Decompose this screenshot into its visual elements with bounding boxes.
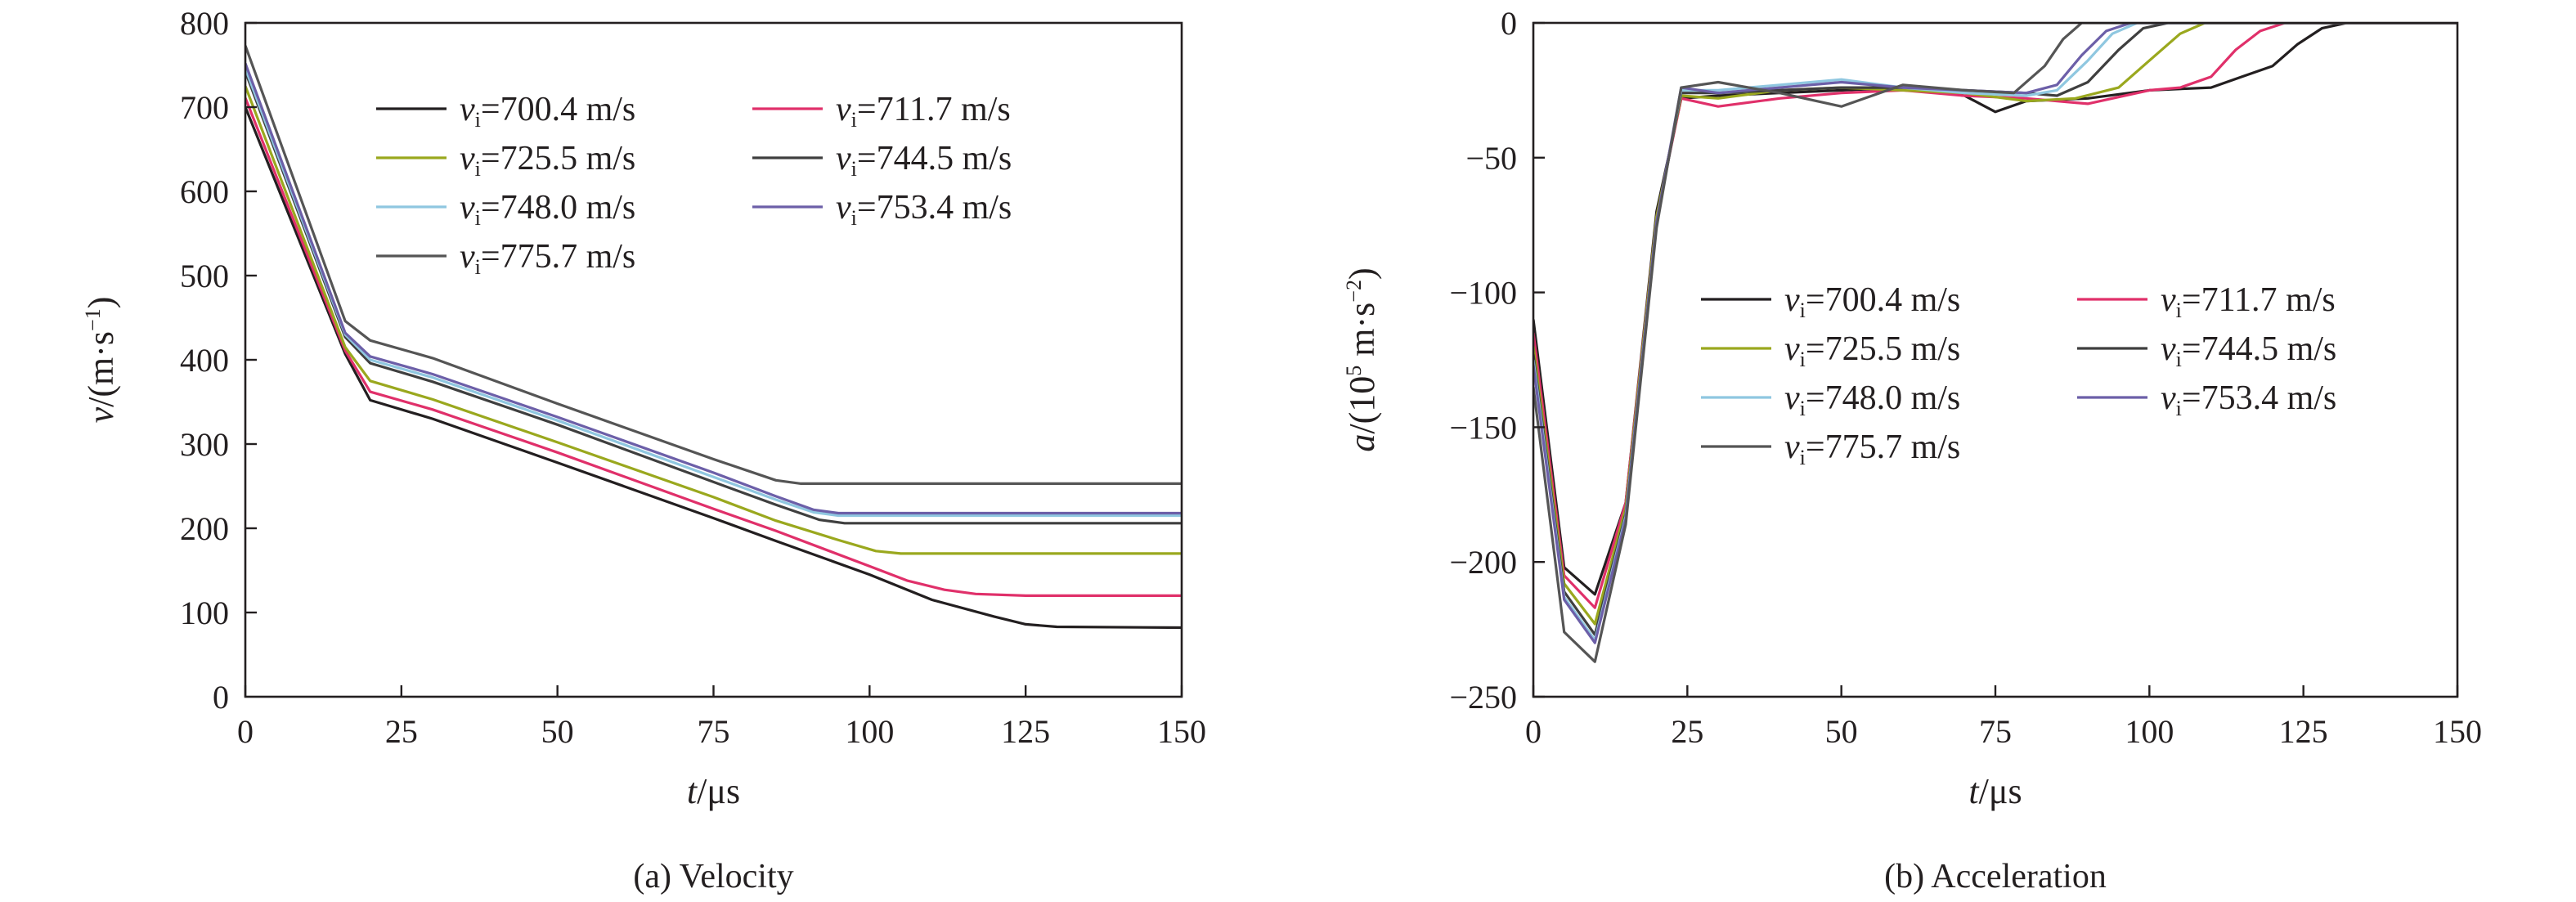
velocity-series-group bbox=[245, 45, 1182, 630]
acceleration-legend-entry-3: vi=744.5 m/s bbox=[2161, 330, 2336, 371]
acceleration-x-tick-label: 150 bbox=[2433, 713, 2482, 750]
velocity-series-line-1 bbox=[245, 97, 1182, 597]
acceleration-legend-entry-6: vi=775.7 m/s bbox=[1784, 429, 1960, 469]
velocity-y-tick-label: 700 bbox=[180, 89, 229, 126]
velocity-x-tick-label: 125 bbox=[1001, 713, 1050, 750]
velocity-legend-entry-5: vi=753.4 m/s bbox=[836, 189, 1012, 230]
velocity-legend-entry-1: vi=711.7 m/s bbox=[836, 91, 1011, 132]
velocity-x-tick-label: 25 bbox=[385, 713, 418, 750]
acceleration-chart: 0 25 50 75 100 125 150 0 −50 −100 −150 −200 −250 t/μs… bbox=[1259, 0, 2576, 902]
acceleration-series-line-6 bbox=[1533, 23, 2457, 663]
acceleration-y-tick-label: 0 bbox=[1501, 5, 1517, 42]
acceleration-legend-entry-2: vi=725.5 m/s bbox=[1784, 330, 1960, 371]
velocity-y-tick-label: 600 bbox=[180, 173, 229, 210]
acceleration-series-line-2 bbox=[1533, 23, 2457, 626]
velocity-legend-entry-0: vi=700.4 m/s bbox=[460, 91, 635, 132]
velocity-series-line-0 bbox=[245, 106, 1182, 630]
acceleration-legend-entry-1: vi=711.7 m/s bbox=[2161, 281, 2336, 322]
velocity-x-tick-label: 100 bbox=[845, 713, 894, 750]
acceleration-y-axis-label: a/(105 m·s−2) bbox=[1342, 267, 1382, 451]
acceleration-chart-svg: 0 25 50 75 100 125 150 0 −50 −100 −150 −200 −250 t/μs… bbox=[1342, 5, 2482, 895]
acceleration-legend-entry-0: vi=700.4 m/s bbox=[1784, 281, 1960, 322]
acceleration-y-tick-label: −100 bbox=[1449, 275, 1517, 312]
velocity-y-tick-label: 400 bbox=[180, 342, 229, 379]
velocity-y-tick-label: 500 bbox=[180, 258, 229, 294]
velocity-x-tick-label: 75 bbox=[698, 713, 730, 750]
velocity-legend-entry-3: vi=744.5 m/s bbox=[836, 140, 1012, 181]
velocity-series-line-6 bbox=[245, 45, 1182, 485]
velocity-y-tick-label: 200 bbox=[180, 510, 229, 547]
velocity-y-tick-label: 800 bbox=[180, 5, 229, 42]
velocity-y-tick-label: 100 bbox=[180, 595, 229, 631]
acceleration-legend-entry-5: vi=753.4 m/s bbox=[2161, 379, 2336, 420]
velocity-x-tick-label: 50 bbox=[541, 713, 574, 750]
velocity-y-axis-label: v/(m·s−1) bbox=[81, 297, 121, 424]
acceleration-x-tick-label: 25 bbox=[1671, 713, 1703, 750]
velocity-series-line-4 bbox=[245, 68, 1182, 518]
acceleration-legend: vi=700.4 m/s vi=711.7 m/s vi=725.5 m/s vi=7… bbox=[1701, 281, 2336, 469]
velocity-legend-entry-2: vi=725.5 m/s bbox=[460, 140, 635, 181]
acceleration-x-tick-label: 100 bbox=[2125, 713, 2174, 750]
acceleration-series-line-3 bbox=[1533, 23, 2457, 636]
acceleration-x-axis-label: t/μs bbox=[1968, 771, 2022, 811]
velocity-legend-entry-4: vi=748.0 m/s bbox=[460, 189, 635, 230]
velocity-legend: vi=700.4 m/s vi=711.7 m/s vi=725.5 m/s vi=7… bbox=[376, 91, 1012, 279]
velocity-caption: (a) Velocity bbox=[633, 858, 793, 895]
velocity-x-tick-label: 0 bbox=[237, 713, 254, 750]
velocity-legend-entry-6: vi=775.7 m/s bbox=[460, 238, 635, 279]
acceleration-x-tick-label: 50 bbox=[1825, 713, 1858, 750]
velocity-series-line-2 bbox=[245, 85, 1182, 555]
acceleration-legend-entry-4: vi=748.0 m/s bbox=[1784, 379, 1960, 420]
acceleration-caption: (b) Acceleration bbox=[1884, 858, 2107, 895]
velocity-chart-svg: 0 25 50 75 100 125 150 100 200 300 400 500 600 700 800… bbox=[81, 5, 1206, 895]
velocity-series-line-3 bbox=[245, 71, 1182, 525]
acceleration-x-tick-label: 125 bbox=[2279, 713, 2328, 750]
velocity-x-tick-label: 150 bbox=[1157, 713, 1206, 750]
velocity-x-axis-label: t/μs bbox=[687, 771, 740, 811]
acceleration-y-tick-label: −150 bbox=[1449, 409, 1517, 446]
acceleration-x-tick-label: 75 bbox=[1979, 713, 2012, 750]
velocity-chart: 0 25 50 75 100 125 150 100 200 300 400 500 600 700 800… bbox=[0, 0, 1259, 902]
acceleration-y-tick-label: −50 bbox=[1465, 140, 1517, 177]
velocity-y-tick-label: 0 bbox=[213, 679, 229, 716]
acceleration-y-tick-label: −200 bbox=[1449, 544, 1517, 581]
velocity-series-line-5 bbox=[245, 62, 1182, 515]
acceleration-series-group bbox=[1533, 23, 2457, 663]
acceleration-y-tick-label: −250 bbox=[1449, 679, 1517, 716]
acceleration-x-tick-label: 0 bbox=[1525, 713, 1542, 750]
acceleration-series-line-5 bbox=[1533, 23, 2457, 644]
velocity-y-tick-label: 300 bbox=[180, 426, 229, 463]
